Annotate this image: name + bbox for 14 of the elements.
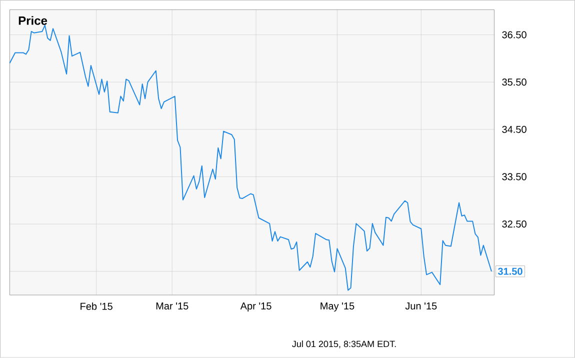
y-tick-label: 36.50 [502,31,526,38]
y-tick-label: 33.50 [502,173,526,180]
y-tick-label: 35.50 [502,78,526,86]
text: Jul 01 2015, 8:35AM EDT. [292,340,396,348]
line-series [9,24,492,291]
x-tick-label: Apr '15 [240,302,272,312]
chart-title: Price [18,16,48,26]
x-tick-label: Jun '15 [405,302,437,310]
annotation: 31.50 [498,268,522,275]
y-tick-label: 34.50 [502,126,526,134]
y-tick-label: 32.50 [502,220,526,228]
x-tick-label: May '15 [320,302,354,312]
x-tick-label: Mar '15 [156,302,188,310]
x-tick-label: Feb '15 [80,302,112,310]
